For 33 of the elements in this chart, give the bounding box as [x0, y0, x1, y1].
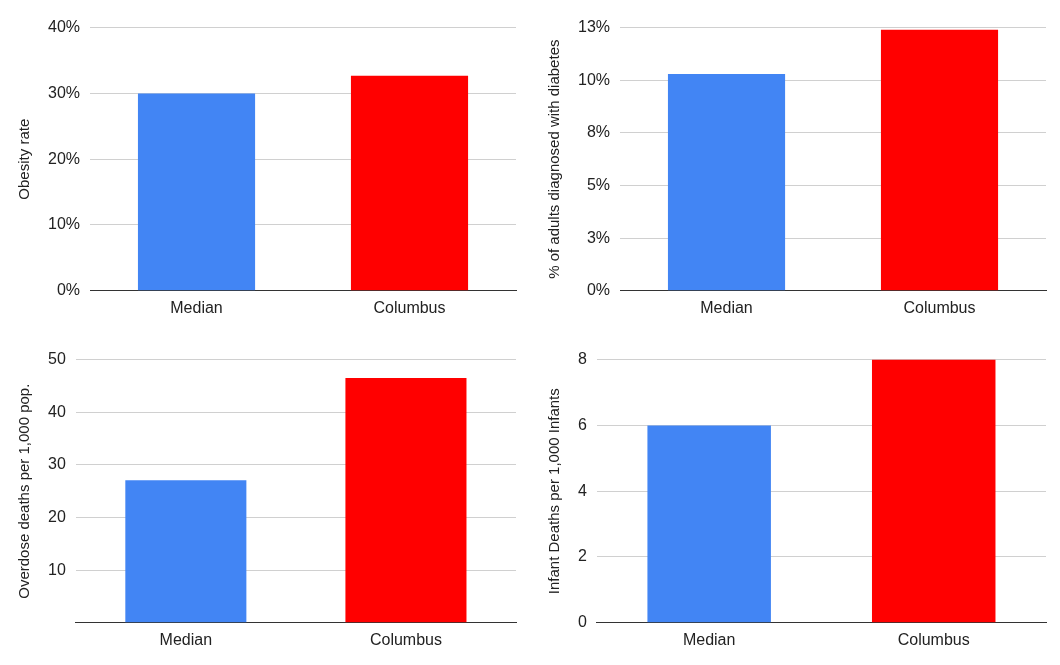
x-tick-label: Median — [170, 298, 223, 316]
y-tick-label: 0 — [577, 613, 587, 631]
y-tick-label: 13% — [577, 18, 611, 36]
y-tick-label: 6 — [577, 415, 587, 433]
y-tick-label: 0% — [56, 281, 81, 299]
y-tick-label: 40 — [48, 402, 66, 420]
y-tick-label: 10% — [577, 70, 611, 88]
y-tick-label: 3% — [586, 228, 611, 246]
y-tick-label: 50 — [48, 350, 66, 368]
x-tick-label: Columbus — [897, 630, 970, 648]
x-tick-label: Median — [682, 630, 736, 648]
y-axis-title: Overdose deaths per 1,000 pop. — [15, 383, 33, 599]
y-tick-label: 2 — [577, 547, 587, 565]
y-tick-label: 30 — [48, 455, 66, 473]
x-tick-label: Median — [159, 630, 213, 648]
y-tick-label: 40% — [47, 18, 81, 36]
y-tick-label: 5% — [586, 175, 611, 193]
y-axis-title: Obesity rate — [15, 118, 33, 200]
x-tick-label: Columbus — [903, 298, 976, 316]
y-tick-label: 8% — [586, 123, 611, 141]
x-tick-label: Columbus — [369, 630, 442, 648]
y-tick-label: 8 — [577, 350, 587, 368]
x-tick-label: Columbus — [373, 298, 446, 316]
y-tick-label: 10 — [48, 560, 66, 578]
y-tick-label: 0% — [586, 281, 611, 299]
y-tick-label: 10% — [47, 215, 81, 233]
y-axis-title: Infant Deaths per 1,000 Infants — [545, 388, 563, 595]
y-axis-title: % of adults diagnosed with diabetes — [545, 39, 563, 279]
y-tick-label: 4 — [577, 481, 587, 499]
x-tick-label: Median — [700, 298, 753, 316]
y-tick-label: 20% — [47, 149, 81, 167]
y-tick-label: 20 — [48, 507, 66, 525]
y-tick-label: 30% — [47, 83, 81, 101]
